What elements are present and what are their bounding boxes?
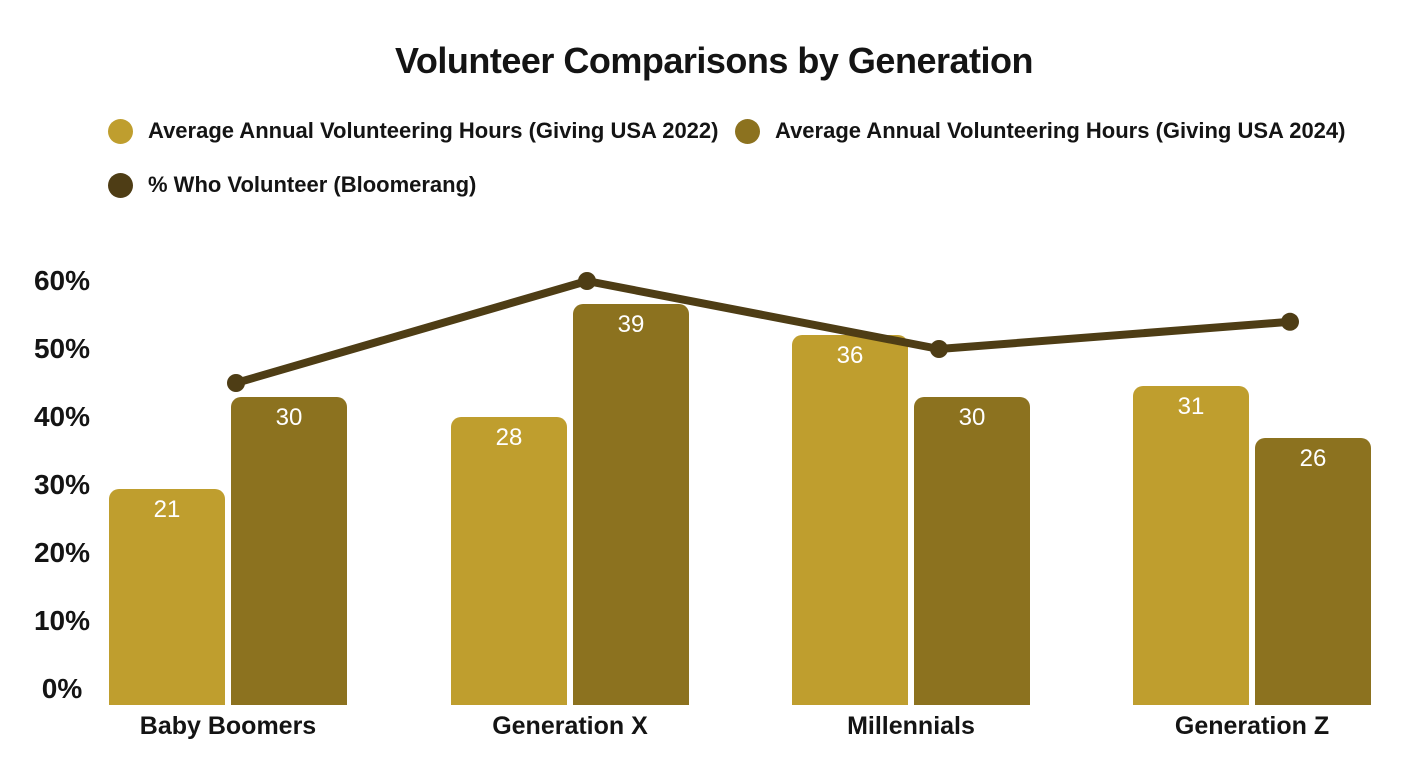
line-marker bbox=[1281, 312, 1299, 331]
bar-value-label: 26 bbox=[1299, 445, 1327, 472]
bar-value-label: 36 bbox=[836, 342, 864, 369]
bar-2022-generation-x: 28 bbox=[451, 417, 567, 705]
y-tick-label: 20% bbox=[33, 537, 91, 568]
bar-2022-millennials: 36 bbox=[792, 335, 908, 705]
bar-value-label: 30 bbox=[275, 404, 303, 431]
bar-2024-generation-z: 26 bbox=[1255, 438, 1371, 705]
legend: Average Annual Volunteering Hours (Givin… bbox=[108, 116, 1345, 224]
bar-value-label: 39 bbox=[617, 311, 645, 338]
chart-title: Volunteer Comparisons by Generation bbox=[395, 40, 1033, 81]
legend-row-2: % Who Volunteer (Bloomerang) bbox=[108, 170, 1345, 200]
x-category-label: Generation Z bbox=[1174, 712, 1330, 740]
line-marker bbox=[227, 374, 245, 392]
x-category-label: Baby Boomers bbox=[139, 712, 317, 740]
legend-item-hours-2022: Average Annual Volunteering Hours (Givin… bbox=[108, 118, 735, 144]
bar-2024-millennials: 30 bbox=[914, 397, 1030, 705]
bar-value-label: 31 bbox=[1177, 393, 1205, 420]
bar-2024-generation-x: 39 bbox=[573, 304, 689, 705]
bar-2024-baby-boomers: 30 bbox=[231, 397, 347, 705]
bar-value-label: 21 bbox=[153, 496, 181, 523]
y-tick-label: 60% bbox=[33, 265, 91, 296]
x-category-label: Generation X bbox=[492, 712, 648, 740]
y-tick-label: 10% bbox=[33, 605, 91, 636]
x-category-label: Millennials bbox=[847, 712, 975, 740]
line-marker bbox=[930, 340, 948, 358]
line-marker bbox=[578, 272, 596, 290]
bar-value-label: 28 bbox=[495, 424, 523, 451]
bar-2022-generation-z: 31 bbox=[1133, 386, 1249, 705]
legend-label-pct-volunteer: % Who Volunteer (Bloomerang) bbox=[148, 172, 477, 197]
legend-dot-2024-icon bbox=[735, 118, 760, 144]
bar-value-label: 30 bbox=[958, 404, 986, 431]
legend-label-hours-2022: Average Annual Volunteering Hours (Givin… bbox=[148, 118, 719, 143]
y-tick-label: 0% bbox=[41, 673, 83, 704]
legend-dot-2022-icon bbox=[108, 118, 133, 144]
y-tick-label: 40% bbox=[33, 401, 91, 432]
y-tick-label: 30% bbox=[33, 469, 91, 500]
bar-2022-baby-boomers: 21 bbox=[109, 489, 225, 705]
legend-row-1: Average Annual Volunteering Hours (Givin… bbox=[108, 116, 1345, 146]
line-series bbox=[232, 277, 1294, 387]
legend-item-pct-volunteer: % Who Volunteer (Bloomerang) bbox=[108, 172, 476, 198]
legend-label-hours-2024: Average Annual Volunteering Hours (Givin… bbox=[775, 118, 1346, 143]
legend-item-hours-2024: Average Annual Volunteering Hours (Givin… bbox=[735, 118, 1345, 144]
y-tick-label: 50% bbox=[33, 333, 91, 364]
legend-dot-pct-volunteer-icon bbox=[108, 172, 133, 198]
